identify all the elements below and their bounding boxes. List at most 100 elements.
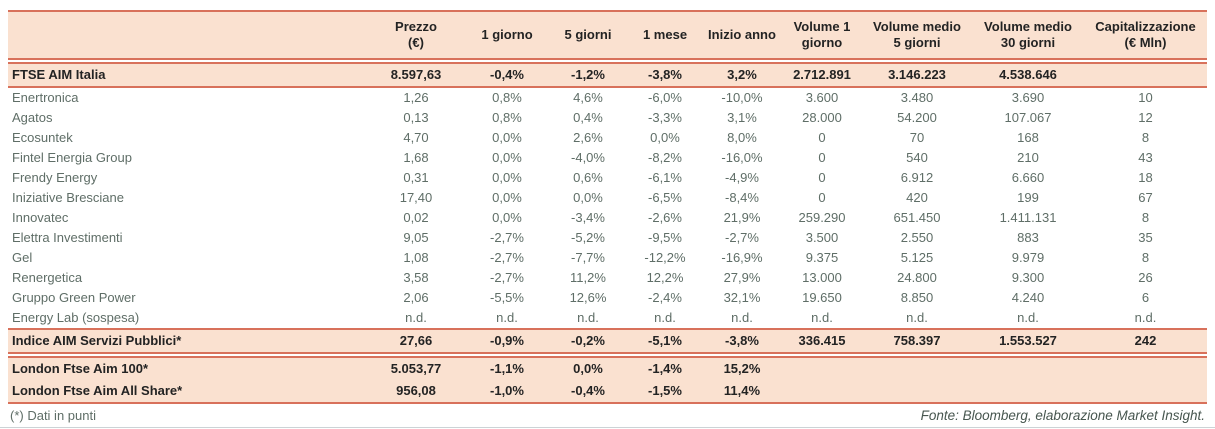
cell-value: 4,6% [548,87,628,108]
table-header-row: Prezzo (€) 1 giorno 5 giorni 1 mese Inizio an… [8,10,1207,60]
cell-value: 2,6% [548,128,628,148]
cell-name: Ecosuntek [8,128,366,148]
cell-value: 12 [1084,108,1207,128]
cell-value: n.d. [466,308,548,329]
cell-value: -5,5% [466,288,548,308]
cell-value: 0,6% [548,168,628,188]
cell-value: -8,2% [628,148,702,168]
cell-value: 27,9% [702,268,782,288]
row-energy-lab-sospesa: Energy Lab (sospesa) n.d. n.d. n.d. n.d. n.d.… [8,308,1207,329]
cell-name: London Ftse Aim 100* [8,356,366,380]
cell-value: 5.125 [862,248,972,268]
cell-value: 242 [1084,328,1207,354]
cell-value: 9.375 [782,248,862,268]
column-header-name [8,10,366,60]
row-enertronica: Enertronica 1,26 0,8% 4,6% -6,0% -10,0% 3.600 3… [8,87,1207,108]
cell-name: Enertronica [8,87,366,108]
cell-value: 12,6% [548,288,628,308]
row-elettra-investimenti: Elettra Investimenti 9,05 -2,7% -5,2% -9,5% -… [8,228,1207,248]
cell-value: 2.550 [862,228,972,248]
cell-value: -5,2% [548,228,628,248]
cell-name: Renergetica [8,268,366,288]
cell-value: 259.290 [782,208,862,228]
table-footer: (*) Dati in punti Fonte: Bloomberg, elab… [8,404,1207,423]
cell-value: 54.200 [862,108,972,128]
cell-value: -4,0% [548,148,628,168]
cell-value: 24.800 [862,268,972,288]
cell-value: 15,2% [702,356,782,380]
cell-value: -10,0% [702,87,782,108]
cell-value: -4,9% [702,168,782,188]
cell-value: 18 [1084,168,1207,188]
cell-value: 758.397 [862,328,972,354]
cell-value: 0,02 [366,208,466,228]
cell-value: 4,70 [366,128,466,148]
cell-value: -7,7% [548,248,628,268]
cell-value: 651.450 [862,208,972,228]
cell-value: 420 [862,188,972,208]
cell-value: -2,7% [466,228,548,248]
cell-value: -6,1% [628,168,702,188]
cell-value: 199 [972,188,1084,208]
page-bottom-rule [0,427,1215,428]
cell-name: Elettra Investimenti [8,228,366,248]
cell-value [1084,62,1207,88]
separator-gap [8,59,1207,63]
cell-value: n.d. [782,308,862,329]
column-header-volume-medio-30-giorni: Volume medio 30 giorni [972,10,1084,60]
cell-value: 32,1% [702,288,782,308]
cell-value: -1,2% [548,62,628,88]
cell-value: 3.480 [862,87,972,108]
cell-value: 11,4% [702,380,782,404]
cell-name: Gel [8,248,366,268]
row-ecosuntek: Ecosuntek 4,70 0,0% 2,6% 0,0% 8,0% 0 70 168 8 [8,128,1207,148]
cell-value: 3,58 [366,268,466,288]
cell-value: 8 [1084,248,1207,268]
cell-value: -0,4% [466,62,548,88]
cell-value: -6,0% [628,87,702,108]
cell-value: 28.000 [782,108,862,128]
column-header-1-mese: 1 mese [628,10,702,60]
column-header-prezzo: Prezzo (€) [366,10,466,60]
cell-value: 6.660 [972,168,1084,188]
cell-value: 0,8% [466,87,548,108]
cell-value: -0,9% [466,328,548,354]
cell-value: -2,7% [466,248,548,268]
row-frendy-energy: Frendy Energy 0,31 0,0% 0,6% -6,1% -4,9% 0 6.91… [8,168,1207,188]
cell-value: -3,3% [628,108,702,128]
cell-value: 540 [862,148,972,168]
cell-value: -9,5% [628,228,702,248]
cell-value [1084,356,1207,380]
cell-value: 8,0% [702,128,782,148]
cell-value: 27,66 [366,328,466,354]
column-header-inizio-anno: Inizio anno [702,10,782,60]
cell-value: 13.000 [782,268,862,288]
row-fintel-energia-group: Fintel Energia Group 1,68 0,0% -4,0% -8,2% -1… [8,148,1207,168]
cell-name: Energy Lab (sospesa) [8,308,366,329]
cell-value: n.d. [972,308,1084,329]
cell-value: 1.411.131 [972,208,1084,228]
cell-value: 0,0% [466,188,548,208]
row-ftse-aim-italia: FTSE AIM Italia 8.597,63 -0,4% -1,2% -3,8% 3,… [8,62,1207,88]
cell-value: 9,05 [366,228,466,248]
cell-value: 8.597,63 [366,62,466,88]
cell-value: 1,68 [366,148,466,168]
cell-value: 3.500 [782,228,862,248]
cell-value: 9.300 [972,268,1084,288]
cell-value: -8,4% [702,188,782,208]
cell-value: 11,2% [548,268,628,288]
cell-value: -12,2% [628,248,702,268]
cell-value: 1,08 [366,248,466,268]
cell-value: -6,5% [628,188,702,208]
cell-value: 0,0% [466,128,548,148]
aim-italia-table: Prezzo (€) 1 giorno 5 giorni 1 mese Inizio an… [8,10,1207,404]
cell-value: 1.553.527 [972,328,1084,354]
row-renergetica: Renergetica 3,58 -2,7% 11,2% 12,2% 27,9% 13.00… [8,268,1207,288]
cell-name: Fintel Energia Group [8,148,366,168]
cell-name: Indice AIM Servizi Pubblici* [8,328,366,354]
cell-name: FTSE AIM Italia [8,62,366,88]
cell-value [862,356,972,380]
cell-value: -3,4% [548,208,628,228]
cell-value: 8.850 [862,288,972,308]
